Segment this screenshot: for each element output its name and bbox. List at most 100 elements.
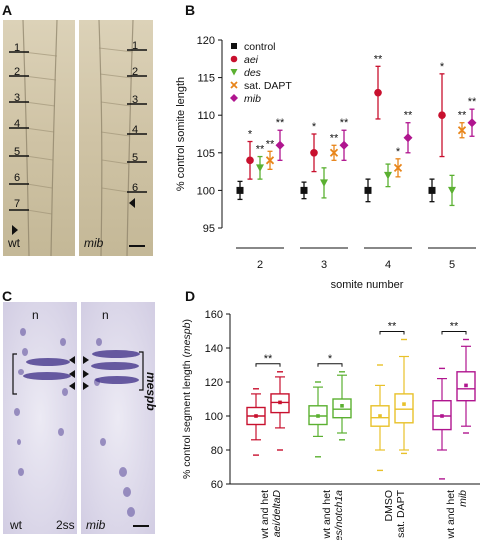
y-tick-label: 105 <box>197 148 215 160</box>
significance-bracket <box>317 363 343 367</box>
data-point <box>374 88 382 97</box>
panel-c-micrograph <box>3 302 155 534</box>
significance-label: ** <box>256 144 265 156</box>
panel-label-b: B <box>185 2 196 18</box>
mean-marker <box>378 414 382 418</box>
data-point <box>403 133 413 143</box>
data-point <box>231 43 237 49</box>
significance-label: ** <box>266 138 275 150</box>
y-tick-label: 100 <box>205 411 223 423</box>
significance-label: ** <box>340 117 349 129</box>
somite-number: 6 <box>14 172 21 184</box>
somite-number: 6 <box>132 182 139 194</box>
data-point <box>428 186 436 194</box>
data-point <box>364 186 372 194</box>
y-tick-label: 95 <box>203 223 215 235</box>
y-tick-label: 115 <box>197 73 215 85</box>
data-point <box>457 126 467 135</box>
gene-label-mespb: mespb <box>144 372 158 411</box>
somite-number: 4 <box>132 124 139 136</box>
box-group: * <box>308 353 352 458</box>
data-point <box>230 55 238 63</box>
stage-label: 2ss <box>56 518 75 532</box>
group-label: wt and hetmib <box>445 490 469 540</box>
data-point <box>230 81 238 89</box>
x-axis-label: somite number <box>331 279 404 290</box>
somite-number: 5 <box>132 152 139 164</box>
data-point <box>230 94 238 102</box>
box-group: ** <box>432 321 476 480</box>
genotype-label-wt: wt <box>8 236 20 250</box>
y-tick-label: 80 <box>211 445 223 457</box>
legend-label: control <box>244 41 276 53</box>
y-tick-label: 120 <box>205 377 223 389</box>
significance-label: ** <box>458 110 467 122</box>
significance-bracket <box>379 331 405 335</box>
significance-label: * <box>328 353 333 365</box>
data-point <box>300 186 308 194</box>
significance-label: ** <box>404 110 413 122</box>
y-tick-label: 100 <box>197 185 215 197</box>
data-point <box>448 186 456 195</box>
arrowhead-icon <box>69 370 75 378</box>
legend-label: aei <box>244 54 259 66</box>
data-point <box>339 140 349 150</box>
significance-bracket <box>255 363 281 367</box>
x-tick-label: 2 <box>257 259 263 271</box>
legend-label: des <box>244 67 262 79</box>
significance-label: * <box>312 121 317 133</box>
genotype-label-mib: mib <box>86 518 106 532</box>
panel-a-micrograph <box>3 20 153 256</box>
data-point <box>236 186 244 194</box>
somite-number: 5 <box>14 146 21 158</box>
mean-marker <box>402 402 406 406</box>
y-axis-label: % control somite length <box>175 77 187 191</box>
somite-number: 3 <box>14 92 21 104</box>
arrowhead-icon <box>69 356 75 364</box>
mean-marker <box>340 404 344 408</box>
legend-label: mib <box>244 93 261 105</box>
group-label: wt and hetaei/deltaD <box>259 490 283 540</box>
y-tick-label: 110 <box>197 110 215 122</box>
box-group: ** <box>370 321 414 472</box>
somite-number: 1 <box>14 42 21 54</box>
panel-label-a: A <box>2 2 13 18</box>
somite-number: 3 <box>132 94 139 106</box>
data-point <box>467 118 477 128</box>
arrowhead-icon <box>83 382 89 390</box>
segment-length-chart: 60 80 100 120 140 160 % control segment length… <box>181 309 480 540</box>
data-point <box>320 179 328 187</box>
arrowhead-icon <box>129 198 135 208</box>
somite-number: 2 <box>14 66 21 78</box>
y-tick-label: 140 <box>205 343 223 355</box>
y-tick-label: 120 <box>197 35 215 47</box>
arrowhead-icon <box>83 356 89 364</box>
arrowhead-icon <box>69 382 75 390</box>
series-control <box>236 178 436 203</box>
panel-label-d: D <box>185 288 196 304</box>
data-point <box>329 148 339 157</box>
significance-bracket <box>441 331 467 335</box>
series-sat--dapt: ******* <box>265 110 467 178</box>
significance-label: ** <box>468 96 477 108</box>
data-point <box>256 164 264 172</box>
box <box>394 393 414 424</box>
group-label: DMSOsat. DAPT <box>383 489 407 537</box>
somite-number: 4 <box>14 118 21 130</box>
arrowhead-icon <box>83 370 89 378</box>
label-n-right: n <box>102 308 109 322</box>
mean-marker <box>464 383 468 388</box>
y-tick-label: 60 <box>211 479 223 491</box>
significance-label: * <box>396 146 401 158</box>
bracket-left <box>12 353 17 395</box>
x-tick-label: 3 <box>321 259 327 271</box>
label-n-left: n <box>32 308 39 322</box>
data-point <box>265 156 275 165</box>
x-tick-label: 4 <box>385 259 391 271</box>
genotype-label-mib: mib <box>84 236 104 250</box>
data-point <box>393 163 403 172</box>
data-point <box>275 140 285 150</box>
box <box>332 398 352 419</box>
significance-label: ** <box>374 53 383 65</box>
